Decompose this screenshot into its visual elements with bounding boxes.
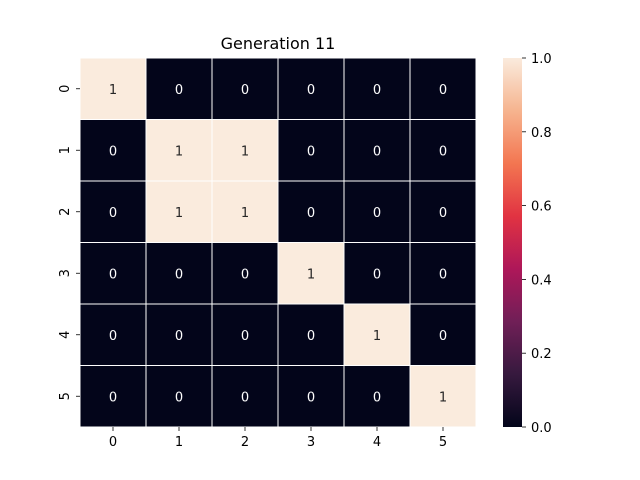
heatmap-cell-r1-c5 xyxy=(409,119,477,182)
heatmap-cell-r0-c0 xyxy=(79,57,147,120)
x-tick-label: 4 xyxy=(373,435,381,450)
cell-value-label: 0 xyxy=(109,267,117,282)
cell-value-label: 0 xyxy=(307,83,315,98)
cell-value-label: 0 xyxy=(241,329,249,344)
cell-value-label: 0 xyxy=(439,206,447,221)
cell-value-label: 1 xyxy=(175,144,183,159)
colorbar-tick-label: 0.4 xyxy=(531,273,552,288)
cell-value-label: 0 xyxy=(241,267,249,282)
cell-value-label: 0 xyxy=(109,390,117,405)
x-tick-label: 5 xyxy=(439,435,447,450)
cell-value-label: 0 xyxy=(175,83,183,98)
heatmap-cell-r2-c1 xyxy=(145,180,213,243)
heatmap-cell-r4-c5 xyxy=(409,303,477,366)
heatmap-cell-r2-c3 xyxy=(277,180,345,243)
cell-value-label: 0 xyxy=(373,267,381,282)
cell-value-label: 0 xyxy=(109,206,117,221)
cell-value-label: 0 xyxy=(439,144,447,159)
heatmap-cell-r0-c2 xyxy=(211,57,279,120)
x-tick-label: 3 xyxy=(307,435,315,450)
cell-value-label: 0 xyxy=(307,390,315,405)
cell-value-label: 0 xyxy=(109,144,117,159)
heatmap-cell-r4-c3 xyxy=(277,303,345,366)
cell-value-label: 0 xyxy=(373,83,381,98)
cell-value-label: 0 xyxy=(241,390,249,405)
cell-value-label: 1 xyxy=(241,206,249,221)
cell-value-label: 0 xyxy=(175,390,183,405)
cell-value-label: 1 xyxy=(439,390,447,405)
x-tick-label: 2 xyxy=(241,435,249,450)
heatmap-cell-r3-c2 xyxy=(211,242,279,305)
cell-value-label: 0 xyxy=(439,267,447,282)
cell-value-label: 1 xyxy=(175,206,183,221)
cell-value-label: 0 xyxy=(307,206,315,221)
heatmap-cell-r4-c0 xyxy=(79,303,147,366)
heatmap-cell-r1-c1 xyxy=(145,119,213,182)
x-tick-label: 1 xyxy=(175,435,183,450)
cell-value-label: 1 xyxy=(373,329,381,344)
cell-value-label: 0 xyxy=(241,83,249,98)
heatmap-cell-r3-c1 xyxy=(145,242,213,305)
cell-value-label: 0 xyxy=(307,144,315,159)
y-tick-label: 5 xyxy=(58,392,73,400)
cell-value-label: 1 xyxy=(307,267,315,282)
heatmap-cell-r5-c0 xyxy=(79,365,147,428)
x-axis: 0 1 2 3 4 5 xyxy=(109,427,447,450)
heatmap-cell-r3-c5 xyxy=(409,242,477,305)
colorbar-tick-label: 1.0 xyxy=(531,52,552,67)
cell-value-label: 0 xyxy=(175,267,183,282)
heatmap-cell-r2-c5 xyxy=(409,180,477,243)
heatmap-cell-r3-c0 xyxy=(79,242,147,305)
x-tick-label: 0 xyxy=(109,435,117,450)
cell-value-label: 0 xyxy=(109,329,117,344)
y-tick-label: 4 xyxy=(58,331,73,339)
heatmap-cell-r3-c3 xyxy=(277,242,345,305)
y-tick-label: 3 xyxy=(58,269,73,277)
y-tick-label: 2 xyxy=(58,208,73,216)
colorbar-tick-label: 0.6 xyxy=(531,200,552,215)
heatmap-cell-r4-c2 xyxy=(211,303,279,366)
heatmap-cell-r4-c4 xyxy=(343,303,411,366)
y-tick-label: 1 xyxy=(58,146,73,154)
cell-value-label: 0 xyxy=(439,329,447,344)
heatmap-cell-r0-c3 xyxy=(277,57,345,120)
colorbar-tick-label: 0.8 xyxy=(531,126,552,141)
colorbar-tick-label: 0.0 xyxy=(531,421,552,436)
colorbar: 0.0 0.2 0.4 0.6 0.8 1.0 xyxy=(503,52,552,436)
chart-title: Generation 11 xyxy=(221,34,336,53)
heatmap-cell-r3-c4 xyxy=(343,242,411,305)
cell-value-label: 0 xyxy=(373,390,381,405)
heatmap-cell-r0-c1 xyxy=(145,57,213,120)
heatmap-cell-r5-c5 xyxy=(409,365,477,428)
cell-value-label: 1 xyxy=(241,144,249,159)
cell-value-label: 0 xyxy=(373,144,381,159)
cell-value-label: 0 xyxy=(307,329,315,344)
y-axis: 0 1 2 3 4 5 xyxy=(58,85,80,400)
y-tick-label: 0 xyxy=(58,85,73,93)
cell-value-label: 0 xyxy=(373,206,381,221)
colorbar-gradient xyxy=(503,58,522,427)
heatmap-cell-r0-c5 xyxy=(409,57,477,120)
heatmap-cell-r1-c3 xyxy=(277,119,345,182)
cell-value-label: 0 xyxy=(439,83,447,98)
heatmap-cell-r2-c4 xyxy=(343,180,411,243)
cell-value-label: 0 xyxy=(175,329,183,344)
cell-value-label: 1 xyxy=(109,83,117,98)
colorbar-tick-label: 0.2 xyxy=(531,347,552,362)
heatmap-cells: 1 0 0 0 0 0 0 1 1 0 0 0 0 1 1 0 0 0 0 0 0 1 0 0 0 0 0 0 1 0 0 0 0 0 0 1 xyxy=(79,57,477,428)
